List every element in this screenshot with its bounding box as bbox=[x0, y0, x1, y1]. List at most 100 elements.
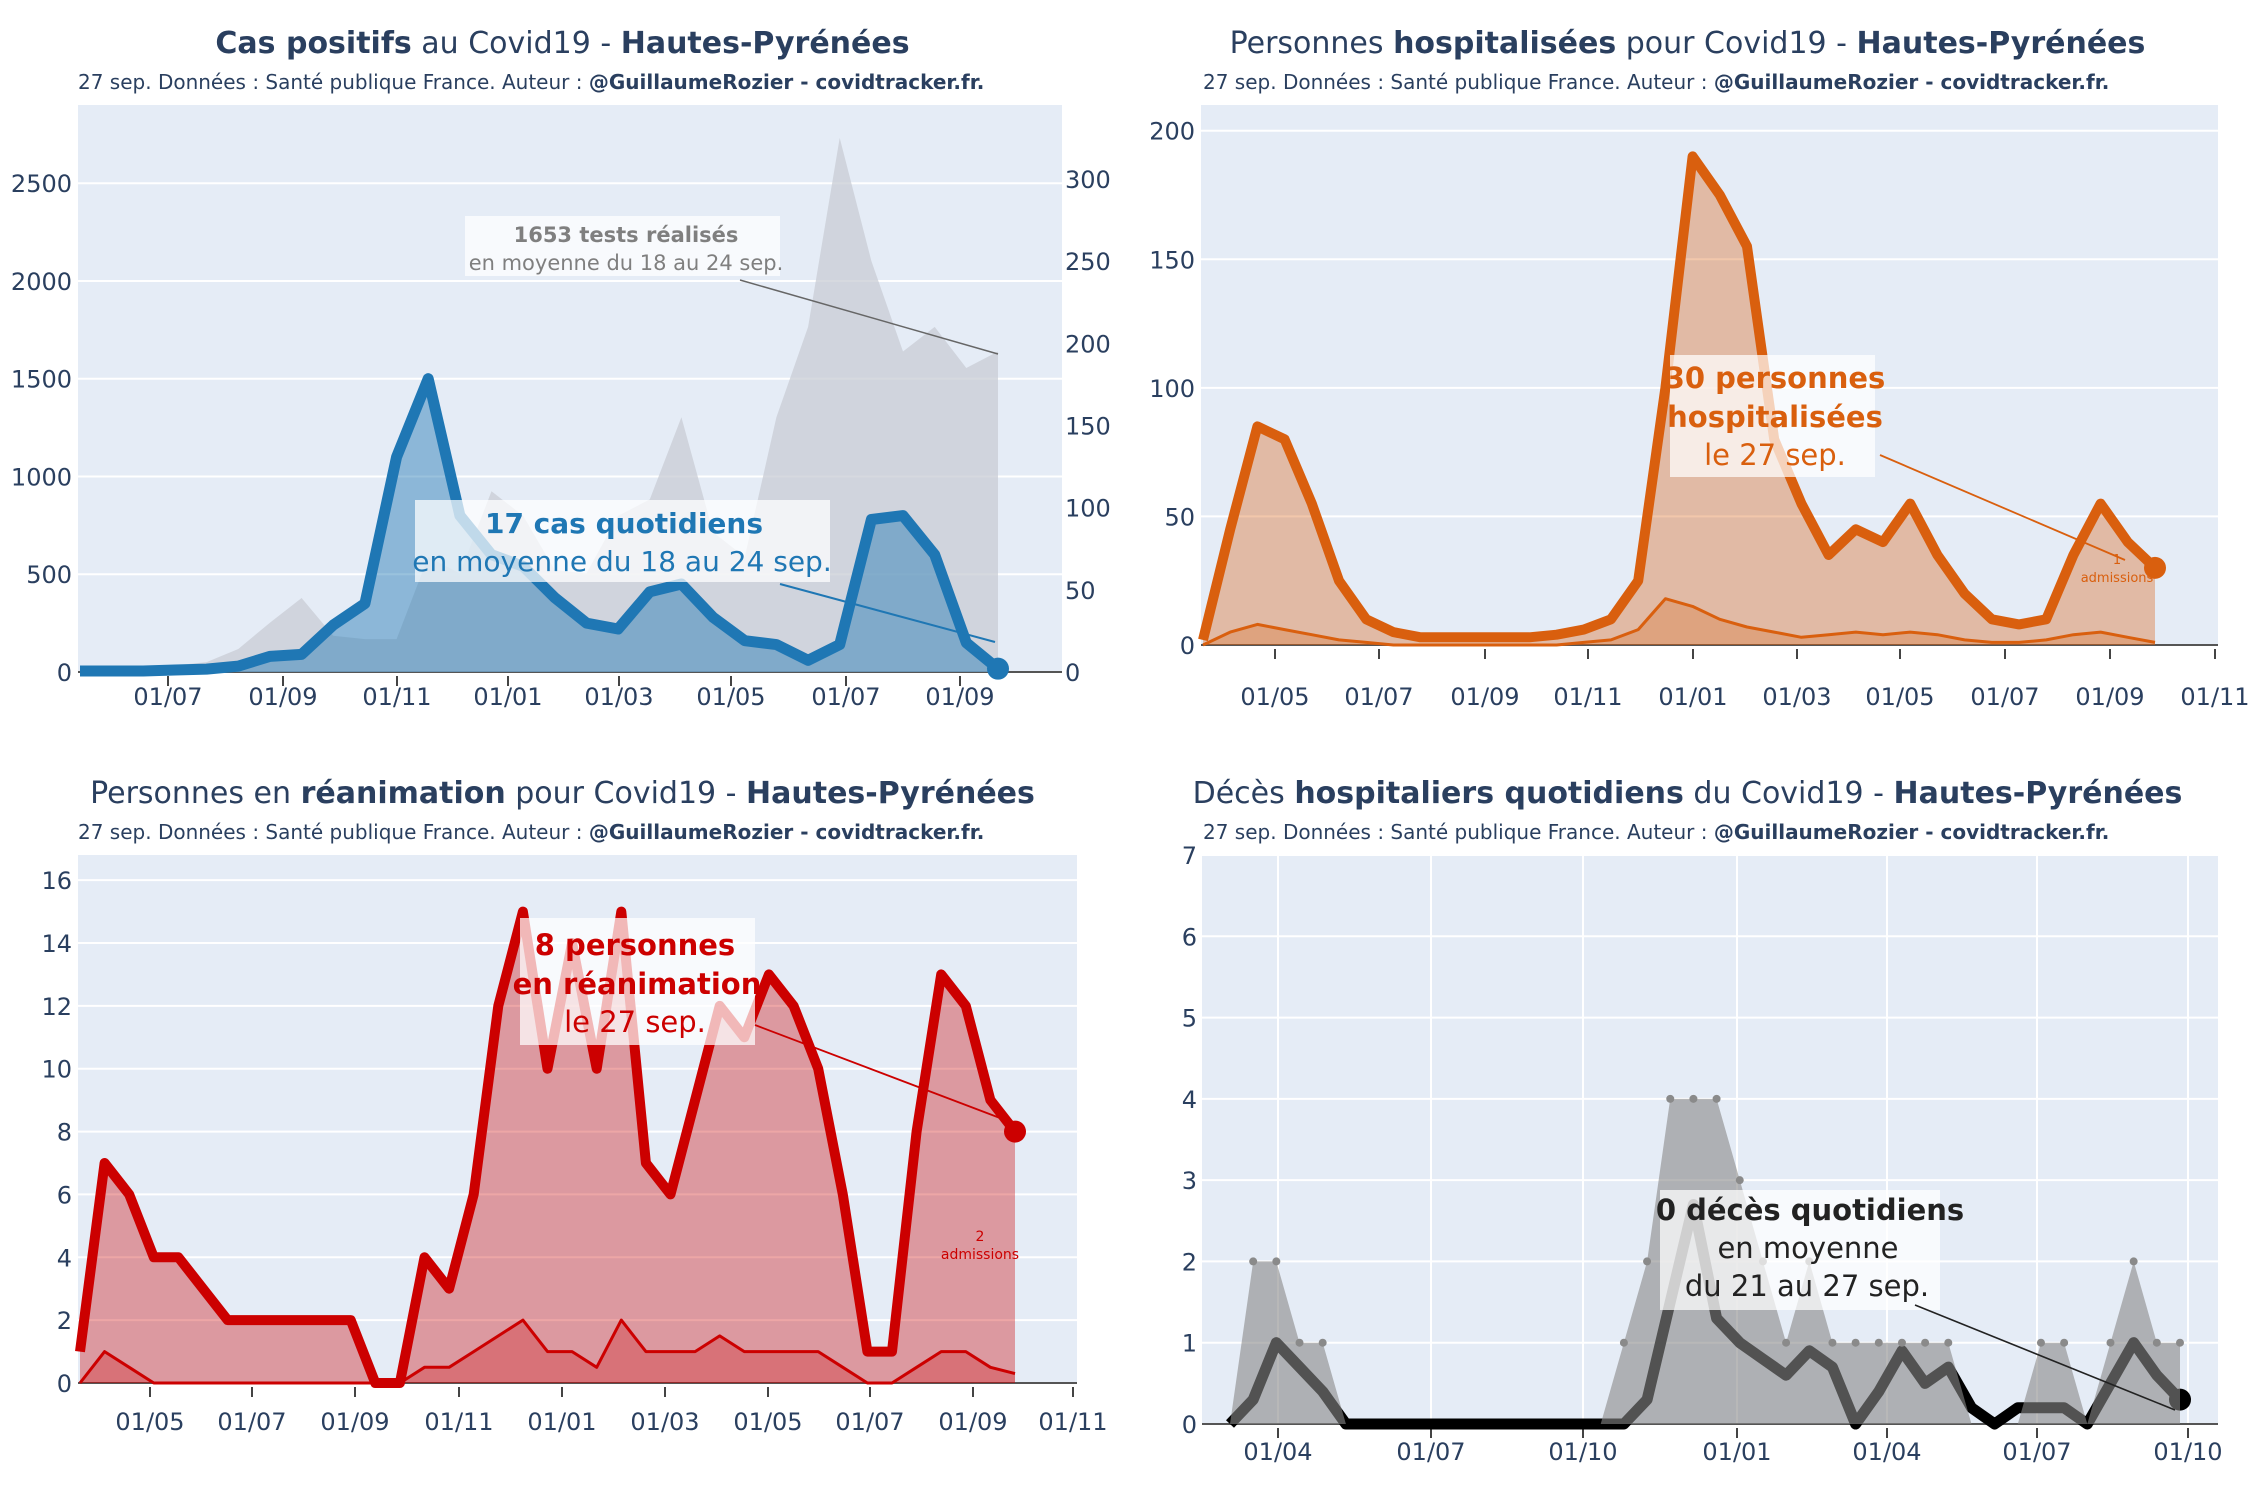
x-tick-label: 01/05 bbox=[1865, 683, 1934, 711]
data-point bbox=[2036, 1338, 2045, 1347]
annotation-hosp-bold: 30 personnes bbox=[1665, 361, 1886, 395]
annotation-box bbox=[1670, 355, 1875, 477]
annotation-deces-text2: du 21 au 27 sep. bbox=[1685, 1269, 1929, 1303]
data-point bbox=[1782, 1338, 1791, 1347]
data-point bbox=[1619, 1338, 1628, 1347]
x-tick-label: 01/07 bbox=[1396, 1438, 1465, 1466]
annotation-box bbox=[1660, 1190, 1940, 1310]
last-value-marker bbox=[1004, 1120, 1026, 1143]
annotation-hosp-text: le 27 sep. bbox=[1704, 438, 1846, 472]
x-tick-label: 01/07 bbox=[133, 683, 202, 711]
chart-subtitle: 27 sep. Données : Santé publique France.… bbox=[78, 820, 985, 844]
x-tick-label: 01/05 bbox=[733, 1408, 802, 1436]
panel-rea: Personnes en réanimation pour Covid19 - … bbox=[0, 750, 1125, 1500]
last-value-marker bbox=[987, 657, 1009, 680]
annotation-arrow bbox=[1879, 454, 2126, 561]
data-point bbox=[2176, 1338, 2184, 1347]
annotation-box bbox=[520, 918, 755, 1045]
y-tick-label: 0 bbox=[57, 659, 72, 687]
series-area bbox=[80, 911, 1015, 1383]
y2-tick-label: 100 bbox=[1065, 495, 1111, 523]
annotation-admissions-label: admissions bbox=[941, 1247, 1019, 1263]
data-point bbox=[1295, 1338, 1304, 1347]
annotation-arrow bbox=[1914, 1304, 2176, 1411]
y-tick-label: 0 bbox=[1182, 1411, 1197, 1439]
data-point bbox=[2106, 1338, 2115, 1347]
chart-title: Personnes hospitalisées pour Covid19 - H… bbox=[1229, 26, 2146, 61]
data-point bbox=[1828, 1338, 1837, 1347]
annotation-box bbox=[415, 500, 830, 582]
series-line bbox=[75, 906, 1019, 1388]
annotation-hosp-bold2: hospitalisées bbox=[1667, 400, 1883, 434]
annotation-rea-text: le 27 sep. bbox=[564, 1005, 706, 1039]
x-tick-label: 01/09 bbox=[2075, 683, 2144, 711]
data-point bbox=[1643, 1257, 1652, 1266]
y-tick-label: 1500 bbox=[11, 366, 72, 394]
series-line bbox=[1198, 151, 2159, 643]
annotation-arrow bbox=[739, 279, 999, 355]
x-tick-label: 01/10 bbox=[1548, 1438, 1617, 1466]
data-point bbox=[2060, 1338, 2069, 1347]
y-tick-label: 16 bbox=[41, 867, 72, 895]
y-tick-label: 500 bbox=[26, 561, 72, 589]
chart-subtitle: 27 sep. Données : Santé publique France.… bbox=[78, 70, 985, 94]
panel-cases: Cas positifs au Covid19 - Hautes-Pyrénée… bbox=[0, 0, 1125, 750]
data-point bbox=[1874, 1338, 1883, 1347]
chart-subtitle: 27 sep. Données : Santé publique France.… bbox=[1203, 820, 2110, 844]
series-line bbox=[1202, 597, 2156, 647]
data-point bbox=[1735, 1176, 1744, 1185]
data-point bbox=[1689, 1094, 1698, 1103]
y-tick-label: 8 bbox=[57, 1119, 72, 1147]
y-tick-label: 6 bbox=[57, 1181, 72, 1209]
series-area bbox=[80, 1320, 1015, 1383]
x-tick-label: 01/07 bbox=[1344, 683, 1413, 711]
x-tick-label: 01/09 bbox=[320, 1408, 389, 1436]
chart-title: Personnes en réanimation pour Covid19 - … bbox=[90, 776, 1035, 811]
data-point bbox=[1712, 1094, 1721, 1103]
x-tick-label: 01/10 bbox=[2153, 1438, 2222, 1466]
x-tick-label: 01/05 bbox=[1240, 683, 1309, 711]
y-tick-label: 14 bbox=[41, 930, 72, 958]
y-tick-label: 4 bbox=[57, 1244, 72, 1272]
y-tick-label: 4 bbox=[1182, 1086, 1197, 1114]
chart-deces: 0 1 2 3 4 5 6 7 01/04 01/07 01/10 01/01 01/04 01/07 01… bbox=[1182, 842, 2223, 1466]
x-tick-label: 01/03 bbox=[1762, 683, 1831, 711]
panel-deces: Décès hospitaliers quotidiens du Covid19… bbox=[1125, 750, 2250, 1500]
y-tick-label: 6 bbox=[1182, 923, 1197, 951]
x-tick-label: 01/11 bbox=[1553, 683, 1622, 711]
x-tick-label: 01/03 bbox=[584, 683, 653, 711]
y2-tick-label: 300 bbox=[1065, 166, 1111, 194]
x-tick-label: 01/04 bbox=[1852, 1438, 1921, 1466]
last-value-marker bbox=[2144, 556, 2166, 579]
x-tick-label: 01/07 bbox=[811, 683, 880, 711]
annotation-arrow bbox=[779, 583, 996, 643]
y-tick-label: 3 bbox=[1182, 1167, 1197, 1195]
y2-tick-label: 250 bbox=[1065, 248, 1111, 276]
chart-title: Cas positifs au Covid19 - Hautes-Pyrénée… bbox=[215, 26, 910, 61]
x-tick-label: 01/01 bbox=[1702, 1438, 1771, 1466]
x-tick-label: 01/09 bbox=[1450, 683, 1519, 711]
data-point bbox=[1666, 1094, 1675, 1103]
x-tick-label: 01/09 bbox=[925, 683, 994, 711]
y-tick-label: 50 bbox=[1164, 503, 1195, 531]
annotation-deces-text: en moyenne bbox=[1717, 1231, 1898, 1265]
annotation-arrow bbox=[754, 1024, 1001, 1119]
x-tick-label: 01/03 bbox=[630, 1408, 699, 1436]
annotation-admissions-num: 1 bbox=[2113, 553, 2121, 568]
x-tick-label: 01/07 bbox=[835, 1408, 904, 1436]
chart-title: Décès hospitaliers quotidiens du Covid19… bbox=[1192, 776, 2183, 811]
series-line bbox=[78, 1318, 1016, 1385]
y-tick-label: 7 bbox=[1182, 842, 1197, 870]
annotation-deces-bold: 0 décès quotidiens bbox=[1656, 1193, 1964, 1227]
data-point bbox=[1921, 1338, 1930, 1347]
data-point bbox=[1318, 1338, 1327, 1347]
y2-tick-label: 50 bbox=[1065, 577, 1096, 605]
x-tick-label: 01/11 bbox=[2180, 683, 2249, 711]
y-tick-label: 2 bbox=[57, 1307, 72, 1335]
data-point bbox=[1897, 1338, 1906, 1347]
annotation-box bbox=[465, 216, 780, 276]
x-tick-label: 01/11 bbox=[1038, 1408, 1107, 1436]
y2-tick-label: 0 bbox=[1065, 659, 1080, 687]
chart-subtitle: 27 sep. Données : Santé publique France.… bbox=[1203, 70, 2110, 94]
y-tick-label: 200 bbox=[1149, 118, 1195, 146]
